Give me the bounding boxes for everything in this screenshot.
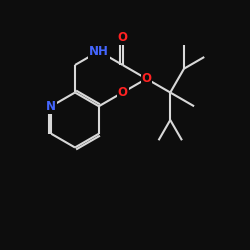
Text: O: O [142, 72, 152, 85]
Text: NH: NH [89, 45, 109, 58]
Text: N: N [46, 100, 56, 113]
Text: O: O [118, 86, 128, 99]
Text: O: O [118, 31, 128, 44]
